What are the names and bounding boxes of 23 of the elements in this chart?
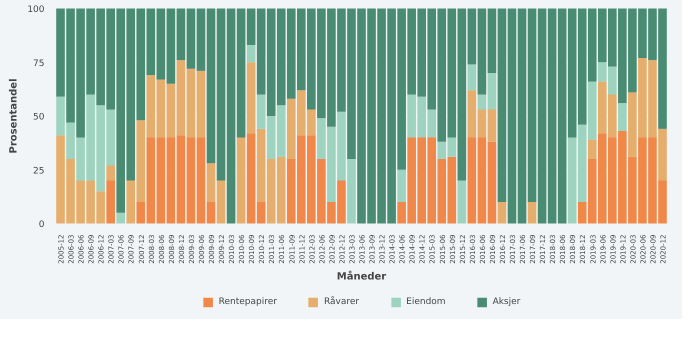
legend-label: Rentepapirer: [218, 297, 277, 307]
bar: [468, 64, 476, 90]
y-tick-label: 75: [33, 58, 44, 69]
bar: [528, 202, 536, 224]
bar: [588, 140, 597, 159]
bar: [397, 170, 406, 202]
bar: [106, 180, 115, 224]
legend-label: Råvarer: [324, 297, 360, 307]
bar: [116, 212, 126, 224]
y-tick-label: 25: [33, 166, 44, 176]
bar: [458, 180, 466, 224]
bar: [618, 103, 627, 132]
y-tick-label: 50: [33, 112, 45, 122]
x-axis-title: Måneder: [336, 270, 386, 283]
bar: [498, 202, 506, 224]
y-tick-label: 100: [27, 5, 45, 15]
legend-label: Aksjer: [492, 297, 520, 307]
y-tick-label: 0: [38, 220, 45, 230]
bar: [106, 165, 115, 180]
bar: [246, 45, 256, 62]
y-axis-title: Prosentandel: [8, 78, 20, 154]
bar: [236, 138, 246, 224]
legend-label: Eiendom: [406, 297, 446, 307]
